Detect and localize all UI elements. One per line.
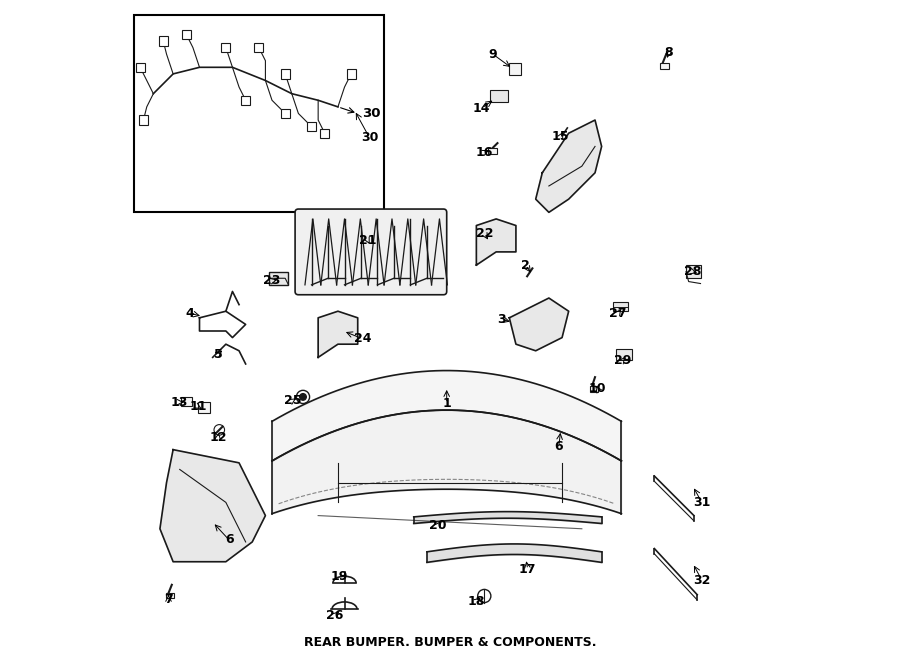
Bar: [158, 36, 168, 46]
Text: 22: 22: [475, 227, 493, 240]
Text: 2: 2: [521, 259, 530, 271]
Text: 19: 19: [330, 570, 348, 583]
Bar: [614, 302, 628, 311]
Text: 31: 31: [693, 496, 710, 509]
Text: 21: 21: [359, 234, 376, 246]
Bar: [198, 402, 210, 413]
Text: 25: 25: [284, 394, 302, 406]
Text: 4: 4: [185, 307, 194, 320]
Bar: [269, 271, 289, 285]
Text: 17: 17: [519, 563, 536, 576]
Polygon shape: [476, 219, 516, 265]
Text: 16: 16: [475, 146, 493, 159]
Text: REAR BUMPER. BUMPER & COMPONENTS.: REAR BUMPER. BUMPER & COMPONENTS.: [304, 636, 596, 649]
Text: 3: 3: [497, 312, 506, 326]
Text: 7: 7: [164, 592, 173, 606]
Text: 24: 24: [355, 332, 372, 346]
Bar: [254, 43, 264, 52]
Text: 11: 11: [189, 401, 207, 413]
Bar: [182, 30, 191, 39]
Text: 10: 10: [589, 382, 606, 395]
Text: 20: 20: [429, 519, 447, 532]
Bar: [281, 109, 290, 118]
Polygon shape: [319, 311, 357, 357]
Bar: [660, 63, 669, 69]
Bar: [136, 63, 145, 72]
Text: 28: 28: [684, 265, 701, 278]
Text: 27: 27: [609, 307, 627, 320]
Bar: [139, 115, 148, 124]
Text: 12: 12: [209, 432, 227, 444]
Text: 23: 23: [264, 275, 281, 287]
Text: 8: 8: [664, 46, 673, 59]
Text: 32: 32: [693, 574, 710, 587]
Bar: [307, 122, 316, 131]
Polygon shape: [536, 120, 601, 213]
Bar: [590, 387, 598, 392]
Text: 26: 26: [326, 609, 343, 622]
Text: 6: 6: [225, 534, 233, 546]
Text: 13: 13: [171, 396, 188, 408]
Bar: [241, 95, 250, 105]
Text: 1: 1: [442, 397, 451, 410]
Bar: [346, 70, 356, 79]
Bar: [509, 64, 521, 75]
Text: 6: 6: [554, 440, 563, 453]
Bar: [221, 43, 230, 52]
Bar: [281, 70, 290, 79]
Polygon shape: [509, 298, 569, 351]
Polygon shape: [160, 449, 266, 562]
Text: 9: 9: [489, 48, 497, 61]
Text: 30: 30: [361, 131, 378, 144]
Bar: [320, 128, 329, 138]
Bar: [616, 350, 632, 360]
Bar: [490, 90, 508, 101]
Text: 30: 30: [362, 107, 380, 120]
Bar: [181, 397, 192, 406]
Text: 15: 15: [552, 130, 570, 143]
Bar: [488, 148, 498, 154]
Bar: [686, 265, 700, 278]
Bar: [133, 15, 384, 213]
Text: 18: 18: [468, 594, 485, 608]
Text: 5: 5: [213, 348, 222, 361]
FancyBboxPatch shape: [295, 209, 446, 295]
Text: 14: 14: [472, 102, 490, 115]
Circle shape: [300, 394, 306, 401]
Bar: [166, 592, 174, 598]
Text: 29: 29: [614, 354, 632, 367]
